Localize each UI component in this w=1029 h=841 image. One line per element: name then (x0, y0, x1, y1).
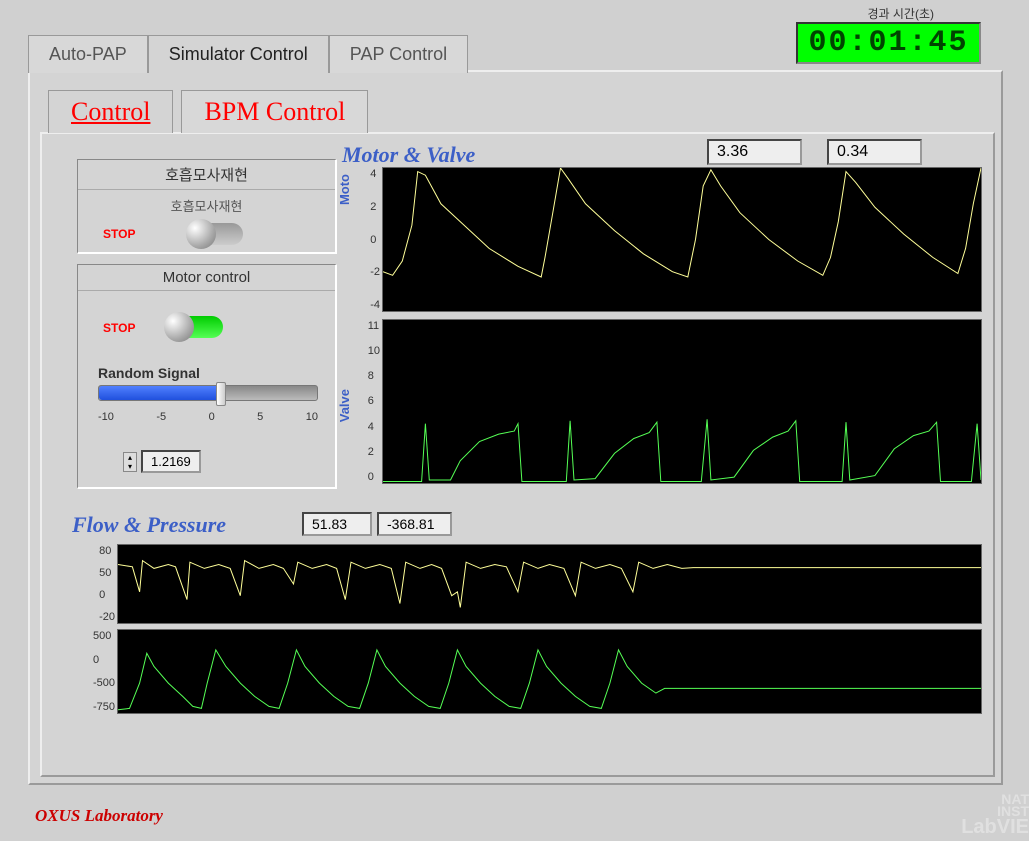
motor-y-axis: 4 2 0 -2 -4 (370, 168, 383, 311)
slider-value-display[interactable]: 1.2169 (141, 450, 201, 473)
slider-value-row: ▴ ▾ 1.2169 (123, 450, 201, 473)
motor-chart: 4 2 0 -2 -4 (382, 167, 982, 312)
motor-valve-title: Motor & Valve (342, 142, 475, 168)
motor-box-header: Motor control (78, 265, 335, 291)
breath-stop-label: STOP (103, 227, 135, 241)
valve-axis-label: Valve (337, 389, 352, 422)
footer-label: OXUS Laboratory (35, 806, 163, 826)
sub-tab-bar: Control BPM Control (48, 90, 368, 133)
tab-simulator-control[interactable]: Simulator Control (148, 35, 329, 73)
flow-y-axis: 80 50 0 -20 (99, 545, 118, 623)
pressure-value-display: -368.81 (377, 512, 452, 536)
subtab-control[interactable]: Control (48, 90, 173, 133)
breath-control-box: 호흡모사재현 호흡모사재현 STOP (77, 159, 337, 254)
elapsed-time-label: 경과 시간(초) (867, 5, 934, 22)
elapsed-time-display: 00:01:45 (796, 22, 981, 64)
flow-chart: 80 50 0 -20 (117, 544, 982, 624)
stepper-up-icon[interactable]: ▴ (124, 453, 136, 462)
random-signal-slider[interactable]: Random Signal -10 -5 0 5 10 (98, 365, 318, 423)
tab-pap-control[interactable]: PAP Control (329, 35, 468, 73)
outer-panel: Control BPM Control Motor & Valve 3.36 0… (28, 70, 1003, 785)
motor-axis-label: Moto (337, 174, 352, 205)
inner-panel: Motor & Valve 3.36 0.34 Moto 4 2 0 -2 -4… (40, 132, 995, 777)
subtab-bpm-control[interactable]: BPM Control (181, 90, 368, 133)
breath-sub-label: 호흡모사재현 (78, 190, 335, 215)
valve-y-axis: 11 10 8 6 4 2 0 (368, 320, 383, 483)
labview-logo: NAT INST LabVIE (961, 793, 1029, 836)
motor-stop-label: STOP (103, 321, 135, 335)
breath-toggle[interactable] (188, 220, 243, 248)
flow-value-display: 51.83 (302, 512, 372, 536)
slider-ticks: -10 -5 0 5 10 (98, 411, 318, 423)
breath-box-header: 호흡모사재현 (78, 160, 335, 190)
pressure-y-axis: 500 0 -500 -750 (93, 630, 118, 713)
pressure-chart: 500 0 -500 -750 (117, 629, 982, 714)
slider-label: Random Signal (98, 365, 318, 381)
stepper-down-icon[interactable]: ▾ (124, 462, 136, 471)
motor-toggle[interactable] (168, 313, 223, 341)
tab-auto-pap[interactable]: Auto-PAP (28, 35, 148, 73)
flow-pressure-title: Flow & Pressure (72, 512, 226, 538)
slider-stepper[interactable]: ▴ ▾ (123, 452, 137, 472)
motor-control-box: Motor control STOP Random Signal -10 -5 … (77, 264, 337, 489)
valve-value-display: 0.34 (827, 139, 922, 165)
main-tab-bar: Auto-PAP Simulator Control PAP Control (28, 35, 468, 73)
valve-chart: 11 10 8 6 4 2 0 (382, 319, 982, 484)
motor-value-display: 3.36 (707, 139, 802, 165)
